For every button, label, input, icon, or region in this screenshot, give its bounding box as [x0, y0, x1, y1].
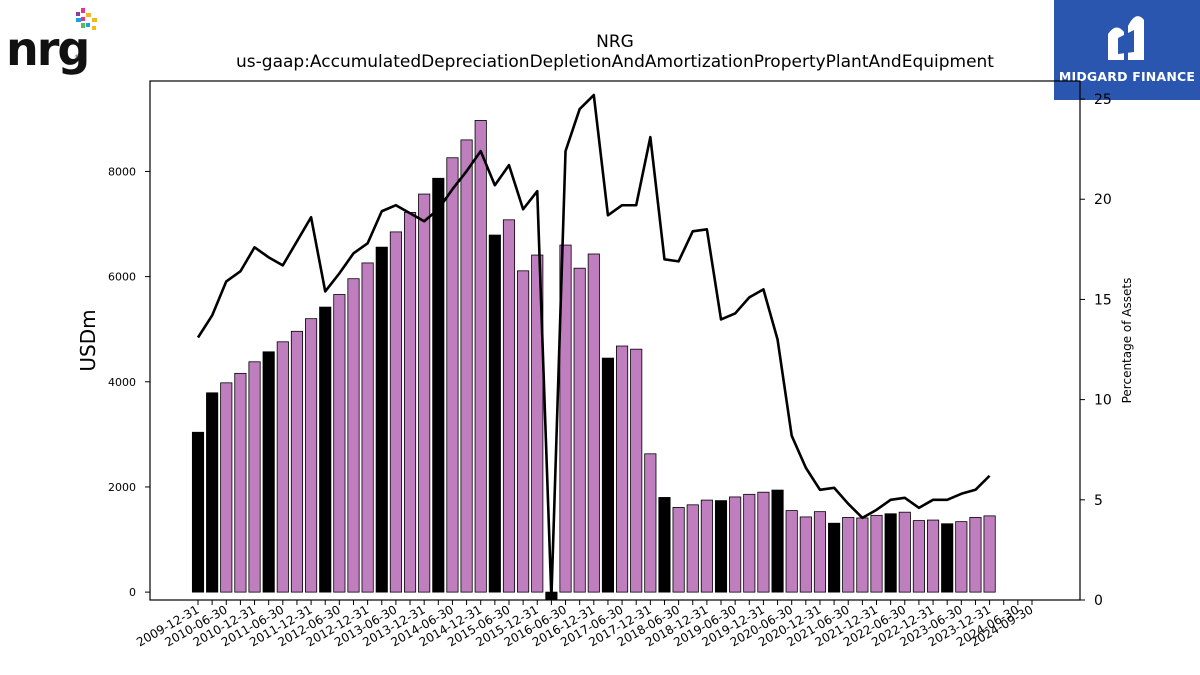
y2-tick-label: 20	[1094, 192, 1112, 208]
y-tick-label: 2000	[108, 481, 136, 494]
bar	[290, 330, 304, 593]
bar	[898, 511, 911, 593]
bar	[941, 523, 954, 593]
bar	[870, 514, 883, 593]
registered-mark: ®	[74, 54, 80, 61]
bar	[813, 511, 827, 593]
bar	[333, 294, 346, 593]
bar	[262, 351, 275, 593]
bar	[446, 157, 459, 593]
y2-tick-label: 0	[1094, 593, 1103, 609]
plot-frame	[149, 80, 1081, 601]
y2-tick-label: 15	[1094, 292, 1112, 308]
y-tick-label: 6000	[108, 271, 136, 284]
bar	[672, 507, 685, 593]
bar	[785, 510, 798, 593]
bar	[191, 431, 205, 593]
nrg-logo-mark-icon	[76, 8, 97, 30]
y-tick-label: 4000	[108, 376, 136, 389]
bar	[714, 500, 728, 593]
bar	[828, 522, 841, 593]
midgard-finance-logo: MIDGARD FINANCE	[1054, 0, 1200, 100]
midgard-logo-mark-icon	[1108, 16, 1144, 60]
bar	[531, 254, 544, 593]
percentage-line	[196, 93, 991, 600]
bar	[884, 513, 897, 593]
bar	[559, 244, 572, 593]
bar	[248, 361, 261, 593]
y-tick-label: 0	[129, 586, 136, 599]
bar	[573, 267, 586, 593]
y-axis-label: USDm	[76, 309, 100, 371]
bar	[502, 219, 516, 593]
bar	[729, 496, 742, 593]
bar	[305, 318, 318, 593]
bar	[418, 193, 431, 593]
bar	[460, 139, 473, 593]
bar	[206, 392, 219, 593]
bar	[587, 253, 600, 593]
axis-labels: USDm Percentage of Assets	[76, 278, 1134, 404]
bar	[842, 517, 855, 593]
midgard-finance-text: MIDGARD FINANCE	[1058, 69, 1196, 84]
bar	[743, 493, 756, 593]
bar	[220, 382, 233, 593]
y2-tick-label: 10	[1094, 393, 1112, 409]
bar-series	[191, 120, 996, 601]
bar	[771, 489, 784, 593]
bar	[375, 246, 388, 593]
y-tick-label: 8000	[108, 165, 136, 178]
bar	[856, 517, 869, 593]
bar	[644, 453, 657, 593]
bar	[757, 491, 770, 593]
bar	[474, 120, 487, 593]
bar	[969, 517, 982, 593]
bar	[686, 504, 699, 593]
bar	[927, 519, 940, 593]
bar	[403, 212, 417, 593]
bar	[658, 497, 671, 593]
bar	[799, 516, 812, 593]
nrg-logo-text: nrg	[6, 22, 90, 76]
nrg-logo: nrg ®	[4, 4, 104, 74]
bar	[601, 357, 614, 593]
line-series	[196, 93, 991, 600]
chart-subtitle: us-gaap:AccumulatedDepreciationDepletion…	[236, 52, 994, 72]
y2-tick-label: 5	[1094, 493, 1103, 509]
bar	[912, 520, 925, 593]
bar	[361, 262, 374, 593]
bar	[432, 177, 445, 593]
y2-tick-label: 25	[1094, 92, 1112, 108]
bar	[700, 499, 713, 593]
y2-axis-label: Percentage of Assets	[1120, 278, 1134, 404]
bar	[276, 341, 289, 593]
chart-title: NRG	[596, 32, 634, 52]
bar	[616, 345, 629, 593]
bar	[488, 234, 501, 593]
bar	[517, 270, 530, 593]
bar	[389, 231, 402, 593]
bar	[630, 348, 643, 593]
bar	[955, 521, 968, 593]
bar	[234, 372, 247, 593]
bar	[983, 515, 996, 593]
bar	[319, 306, 332, 593]
bar	[347, 278, 360, 593]
